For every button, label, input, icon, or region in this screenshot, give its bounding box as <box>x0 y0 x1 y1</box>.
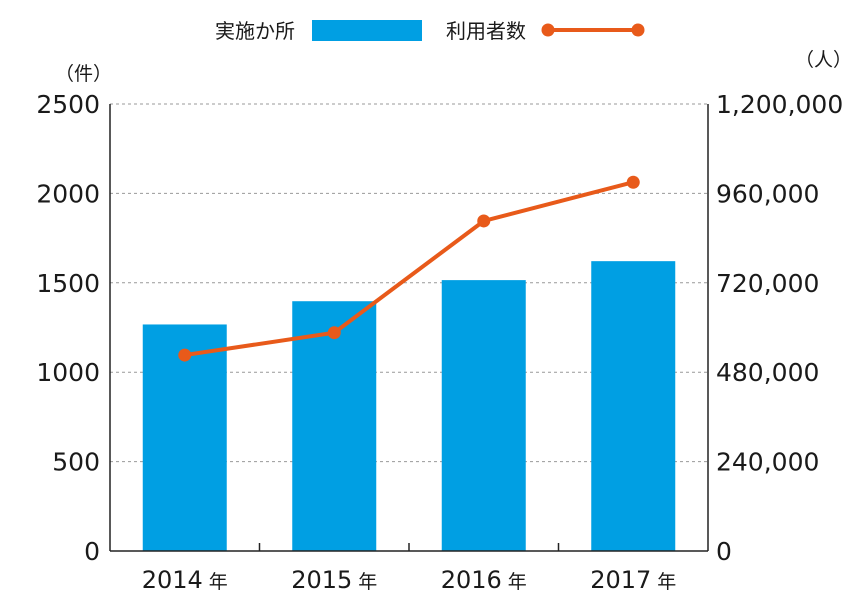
bar-2017 <box>591 261 676 551</box>
bar-2015 <box>292 301 377 551</box>
line-path <box>184 180 634 358</box>
right-axis-unit: （人） <box>795 49 852 71</box>
bar-2014 <box>142 324 227 551</box>
right-tick-label: 960,000 <box>716 179 819 208</box>
line-point-2016 <box>477 214 491 228</box>
right-tick-label: 240,000 <box>716 448 819 477</box>
x-tick-label: 2016 年 <box>441 566 527 594</box>
left-tick-label: 1500 <box>36 269 100 298</box>
x-tick-label: 2017 年 <box>590 566 676 594</box>
tick-labels: 0 500 1000 1500 2000 2500 0 240,000 480,000 720,0… <box>36 90 843 594</box>
line-point-2014 <box>178 348 192 362</box>
legend: 実施か所 利用者数 <box>215 19 645 43</box>
bar-2016 <box>441 280 526 551</box>
line-series <box>178 175 640 362</box>
left-tick-label: 2500 <box>36 90 100 119</box>
right-tick-label: 0 <box>716 537 732 566</box>
axes <box>109 104 709 552</box>
legend-line-marker <box>631 23 645 37</box>
x-tick-label: 2015 年 <box>291 566 377 594</box>
legend-bar-swatch <box>312 20 422 41</box>
right-tick-label: 480,000 <box>716 358 819 387</box>
right-tick-label: 720,000 <box>716 269 819 298</box>
left-axis-unit: （件） <box>55 63 112 85</box>
bars <box>142 261 676 551</box>
left-tick-label: 0 <box>84 537 100 566</box>
left-tick-label: 500 <box>52 448 100 477</box>
legend-bar-label: 実施か所 <box>215 19 295 43</box>
left-tick-label: 1000 <box>36 358 100 387</box>
left-tick-label: 2000 <box>36 179 100 208</box>
right-tick-label: 1,200,000 <box>716 90 843 119</box>
x-tick-label: 2014 年 <box>142 566 228 594</box>
legend-line-label: 利用者数 <box>446 19 526 43</box>
legend-line-marker <box>541 23 555 37</box>
line-point-2017 <box>626 175 640 189</box>
line-point-2015 <box>327 326 341 340</box>
